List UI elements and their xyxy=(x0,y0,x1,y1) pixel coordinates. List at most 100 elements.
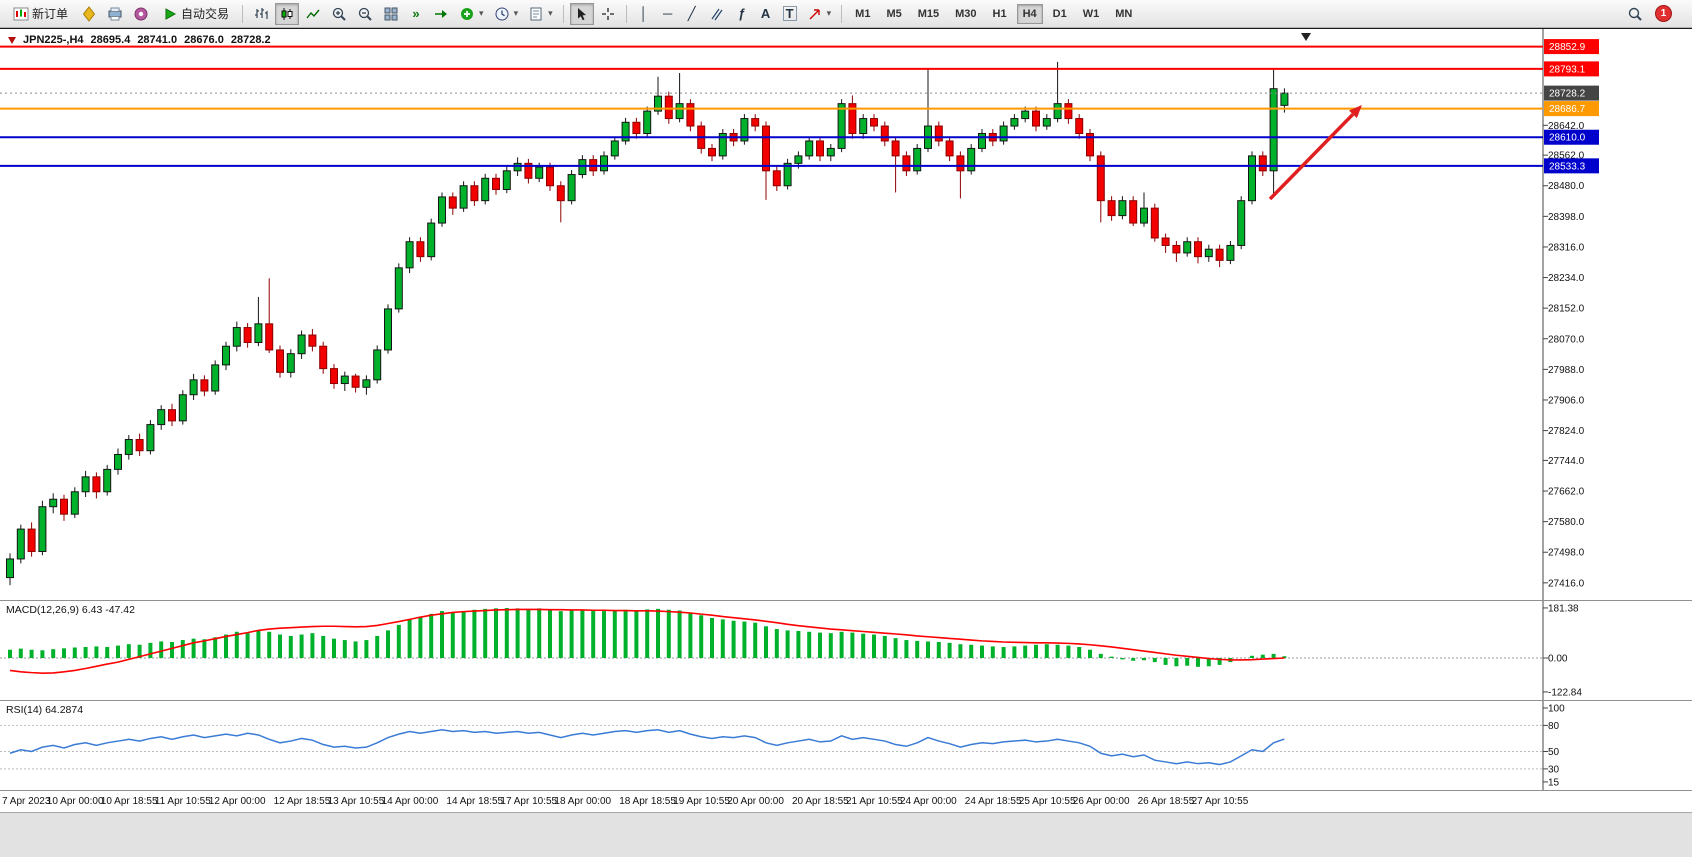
time-label: 18 Apr 00:00 xyxy=(554,796,612,807)
new-order-button[interactable]: 新订单 xyxy=(6,3,75,25)
search-button[interactable] xyxy=(1623,3,1647,25)
vertical-line-tool-button[interactable]: │ xyxy=(633,3,655,25)
toolbar-separator xyxy=(625,4,627,23)
main-toolbar: 新订单 自动交易 » ▾ ▾ ▾ xyxy=(0,0,1692,28)
arrow-objects-icon xyxy=(809,8,820,19)
cursor-arrow-icon xyxy=(577,7,586,20)
svg-text:50: 50 xyxy=(1548,747,1560,758)
time-label: 14 Apr 18:55 xyxy=(446,796,504,807)
time-label: 26 Apr 00:00 xyxy=(1072,796,1130,807)
macd-chart[interactable]: 181.38 0.00 -122.84 xyxy=(0,601,1692,700)
timeframe-m30-button[interactable]: M30 xyxy=(949,4,982,24)
timeframe-d1-button[interactable]: D1 xyxy=(1047,4,1073,24)
timeframe-mn-button[interactable]: MN xyxy=(1109,4,1138,24)
zoom-in-icon xyxy=(332,7,346,21)
svg-text:28234.0: 28234.0 xyxy=(1548,273,1585,284)
svg-text:28562.0: 28562.0 xyxy=(1548,151,1585,162)
svg-text:28610.0: 28610.0 xyxy=(1549,133,1586,144)
chart-close: 28728.2 xyxy=(230,34,271,46)
timeframe-w1-button[interactable]: W1 xyxy=(1077,4,1106,24)
arrows-tool-button[interactable]: ▾ xyxy=(803,3,836,25)
text-icon: A xyxy=(760,6,771,21)
time-label: 12 Apr 00:00 xyxy=(208,796,266,807)
svg-text:27662.0: 27662.0 xyxy=(1548,487,1585,498)
time-label: 11 Apr 10:55 xyxy=(154,796,211,807)
svg-text:28070.0: 28070.0 xyxy=(1548,334,1585,345)
chart-low: 28676.0 xyxy=(184,34,224,46)
indicators-icon xyxy=(461,7,474,20)
line-chart-button[interactable] xyxy=(301,3,325,25)
chevron-down-icon: ▾ xyxy=(513,8,519,18)
terminal-button[interactable] xyxy=(129,3,153,25)
chart-shift-icon xyxy=(435,9,448,18)
svg-text:30: 30 xyxy=(1548,764,1560,775)
templates-button[interactable]: ▾ xyxy=(524,3,557,25)
svg-text:27416.0: 27416.0 xyxy=(1548,578,1585,589)
svg-text:28480.0: 28480.0 xyxy=(1548,181,1585,192)
horizontal-line-tool-button[interactable]: ─ xyxy=(657,3,679,25)
text-label-tool-button[interactable]: T xyxy=(779,3,801,25)
autoscroll-button[interactable]: » xyxy=(405,3,427,25)
chart-shift-button[interactable] xyxy=(429,3,453,25)
crosshair-button[interactable] xyxy=(596,3,620,25)
chart-symbol: JPN225-,H4 xyxy=(23,34,84,46)
text-label-icon: T xyxy=(782,6,797,21)
navigator-icon xyxy=(108,7,122,20)
timeframe-m5-button[interactable]: M5 xyxy=(880,4,907,24)
metaeditor-button[interactable] xyxy=(77,3,101,25)
svg-text:28642.0: 28642.0 xyxy=(1548,121,1585,132)
toolbar-separator xyxy=(242,4,244,23)
autotrading-button[interactable]: 自动交易 xyxy=(155,3,236,25)
time-label: 17 Apr 10:55 xyxy=(500,796,558,807)
time-label: 27 Apr 10:55 xyxy=(1191,796,1249,807)
tile-windows-icon xyxy=(384,7,398,20)
svg-text:0.00: 0.00 xyxy=(1548,654,1568,665)
autotrading-play-icon xyxy=(165,7,177,20)
macd-label: MACD(12,26,9) 6.43 -47.42 xyxy=(6,604,135,616)
time-label: 20 Apr 00:00 xyxy=(727,796,784,807)
tile-windows-button[interactable] xyxy=(379,3,403,25)
horizontal-line-icon: ─ xyxy=(663,6,673,21)
main-chart-panel: 28642.0 28562.0 28480.0 28398.0 28316.0 28234… xyxy=(0,28,1692,600)
rsi-chart[interactable]: 100 80 50 30 15 xyxy=(0,701,1692,790)
cursor-button[interactable] xyxy=(569,2,594,25)
time-axis[interactable]: 7 Apr 2023 10 Apr 00:00 10 Apr 18:55 11 Apr… xyxy=(0,790,1692,812)
notification-badge[interactable]: 1 xyxy=(1655,5,1672,22)
svg-text:28316.0: 28316.0 xyxy=(1548,242,1585,253)
indicators-button[interactable]: ▾ xyxy=(455,3,488,25)
timeframe-h1-button[interactable]: H1 xyxy=(987,4,1013,24)
timeframe-h4-button[interactable]: H4 xyxy=(1016,3,1043,24)
crosshair-icon xyxy=(601,7,614,20)
svg-text:27580.0: 27580.0 xyxy=(1548,517,1585,528)
zoom-out-button[interactable] xyxy=(353,3,377,25)
zoom-in-button[interactable] xyxy=(327,3,351,25)
chart-high: 28741.0 xyxy=(137,34,178,46)
svg-text:27988.0: 27988.0 xyxy=(1548,365,1585,376)
new-order-icon xyxy=(13,7,29,20)
fibonacci-tool-button[interactable]: ƒ xyxy=(731,3,753,25)
equidistant-channel-icon xyxy=(711,8,723,20)
timeframe-m1-button[interactable]: M1 xyxy=(849,4,876,24)
rsi-panel: 100 80 50 30 15 RSI(14) 64.2874 xyxy=(0,700,1692,790)
clock-icon xyxy=(495,7,509,20)
macd-panel: 181.38 0.00 -122.84 MACD(12,26,9) 6.43 -47… xyxy=(0,600,1692,700)
periods-button[interactable]: ▾ xyxy=(490,3,523,25)
time-label: 24 Apr 18:55 xyxy=(964,796,1022,807)
bar-chart-button[interactable] xyxy=(249,3,273,25)
time-label: 12 Apr 18:55 xyxy=(273,796,331,807)
candlestick-chart[interactable]: 28642.0 28562.0 28480.0 28398.0 28316.0 28234… xyxy=(0,29,1692,600)
timeframe-m15-button[interactable]: M15 xyxy=(912,4,945,24)
navigator-button[interactable] xyxy=(103,3,127,25)
svg-text:27498.0: 27498.0 xyxy=(1548,548,1585,559)
svg-text:28852.9: 28852.9 xyxy=(1549,42,1586,53)
time-label: 14 Apr 00:00 xyxy=(381,796,439,807)
channel-tool-button[interactable] xyxy=(705,3,729,25)
candlestick-chart-button[interactable] xyxy=(275,2,300,25)
chevron-down-icon: ▾ xyxy=(826,8,832,18)
trendline-tool-button[interactable]: ╱ xyxy=(681,3,703,25)
svg-text:100: 100 xyxy=(1548,704,1565,715)
chart-window: 28642.0 28562.0 28480.0 28398.0 28316.0 28234… xyxy=(0,28,1692,857)
svg-text:-122.84: -122.84 xyxy=(1548,687,1582,698)
text-tool-button[interactable]: A xyxy=(755,3,777,25)
time-label: 25 Apr 10:55 xyxy=(1018,796,1076,807)
